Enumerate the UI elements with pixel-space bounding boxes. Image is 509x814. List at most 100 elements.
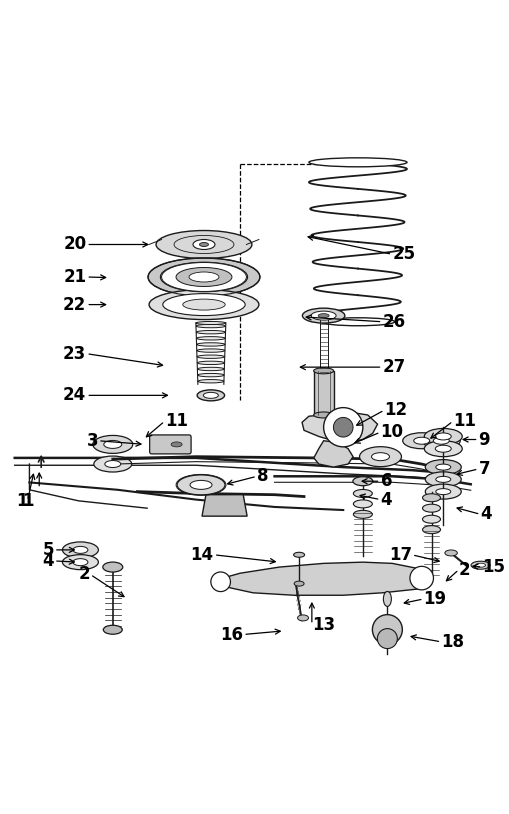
Polygon shape (302, 412, 378, 443)
Ellipse shape (171, 442, 182, 447)
Ellipse shape (105, 461, 121, 467)
Circle shape (211, 572, 231, 592)
Circle shape (324, 408, 363, 447)
Text: 6: 6 (381, 472, 392, 490)
Ellipse shape (372, 453, 389, 461)
Circle shape (410, 567, 434, 590)
FancyBboxPatch shape (150, 435, 191, 454)
Polygon shape (202, 495, 247, 516)
Text: 9: 9 (478, 431, 490, 449)
Ellipse shape (435, 445, 451, 453)
Ellipse shape (435, 433, 451, 440)
Text: 1: 1 (22, 492, 33, 510)
Ellipse shape (294, 552, 304, 558)
Text: 11: 11 (165, 412, 188, 430)
Ellipse shape (163, 294, 245, 316)
Ellipse shape (198, 379, 224, 383)
Ellipse shape (103, 625, 122, 634)
Ellipse shape (93, 435, 133, 453)
Ellipse shape (318, 313, 329, 317)
Ellipse shape (161, 263, 246, 291)
Text: 10: 10 (381, 423, 404, 441)
Ellipse shape (314, 368, 333, 374)
Ellipse shape (414, 437, 430, 444)
Text: 15: 15 (483, 558, 505, 576)
Ellipse shape (190, 480, 212, 489)
Ellipse shape (445, 550, 458, 556)
Ellipse shape (177, 475, 225, 495)
Ellipse shape (353, 510, 373, 519)
Bar (314, 371, 333, 415)
Text: 12: 12 (384, 401, 408, 419)
Text: 19: 19 (423, 590, 447, 608)
Ellipse shape (197, 355, 224, 358)
Ellipse shape (425, 440, 462, 457)
Ellipse shape (63, 542, 98, 558)
Ellipse shape (204, 392, 218, 398)
Ellipse shape (63, 554, 98, 570)
Text: 18: 18 (441, 632, 464, 651)
Ellipse shape (196, 337, 225, 340)
Text: 2: 2 (78, 566, 90, 584)
Ellipse shape (196, 343, 225, 346)
Text: 3: 3 (87, 431, 98, 449)
Polygon shape (314, 440, 353, 467)
Ellipse shape (189, 272, 219, 282)
Ellipse shape (196, 330, 225, 334)
Ellipse shape (197, 374, 224, 377)
Ellipse shape (196, 322, 226, 325)
Text: 27: 27 (382, 358, 406, 376)
Ellipse shape (197, 361, 224, 365)
Ellipse shape (302, 309, 345, 323)
Ellipse shape (422, 504, 440, 512)
Ellipse shape (425, 428, 462, 444)
Ellipse shape (94, 456, 132, 472)
Ellipse shape (433, 437, 449, 444)
Ellipse shape (197, 367, 224, 370)
Ellipse shape (73, 546, 88, 554)
Text: 13: 13 (312, 615, 335, 634)
Ellipse shape (73, 558, 88, 566)
Text: 8: 8 (257, 467, 268, 485)
Ellipse shape (294, 581, 304, 586)
Text: 14: 14 (191, 546, 214, 564)
Polygon shape (214, 562, 432, 595)
Ellipse shape (193, 239, 215, 249)
Ellipse shape (149, 290, 259, 320)
Ellipse shape (422, 515, 440, 523)
Ellipse shape (471, 561, 490, 569)
Text: 23: 23 (63, 344, 87, 363)
Text: 7: 7 (478, 460, 490, 478)
Ellipse shape (148, 258, 260, 296)
Ellipse shape (475, 563, 486, 567)
Text: 24: 24 (63, 387, 87, 405)
Ellipse shape (311, 311, 336, 320)
Text: 22: 22 (63, 295, 87, 313)
Text: 25: 25 (392, 245, 415, 263)
Ellipse shape (321, 317, 395, 326)
Ellipse shape (436, 464, 451, 470)
Circle shape (377, 628, 398, 649)
Text: 1: 1 (16, 492, 27, 510)
Ellipse shape (422, 494, 440, 501)
Ellipse shape (353, 500, 373, 508)
Ellipse shape (359, 447, 402, 466)
Ellipse shape (436, 476, 451, 483)
Ellipse shape (183, 299, 225, 310)
Text: 16: 16 (220, 625, 243, 644)
Ellipse shape (383, 592, 391, 606)
Ellipse shape (197, 349, 225, 352)
Text: 4: 4 (42, 552, 54, 570)
Circle shape (373, 615, 402, 645)
Ellipse shape (436, 488, 451, 495)
Ellipse shape (176, 268, 232, 287)
Ellipse shape (422, 433, 460, 449)
Ellipse shape (103, 562, 123, 572)
Ellipse shape (314, 412, 333, 418)
Text: 2: 2 (459, 561, 471, 579)
Ellipse shape (353, 477, 373, 486)
Text: 21: 21 (63, 268, 87, 286)
Ellipse shape (309, 158, 407, 167)
Ellipse shape (196, 324, 225, 328)
Ellipse shape (200, 243, 209, 247)
